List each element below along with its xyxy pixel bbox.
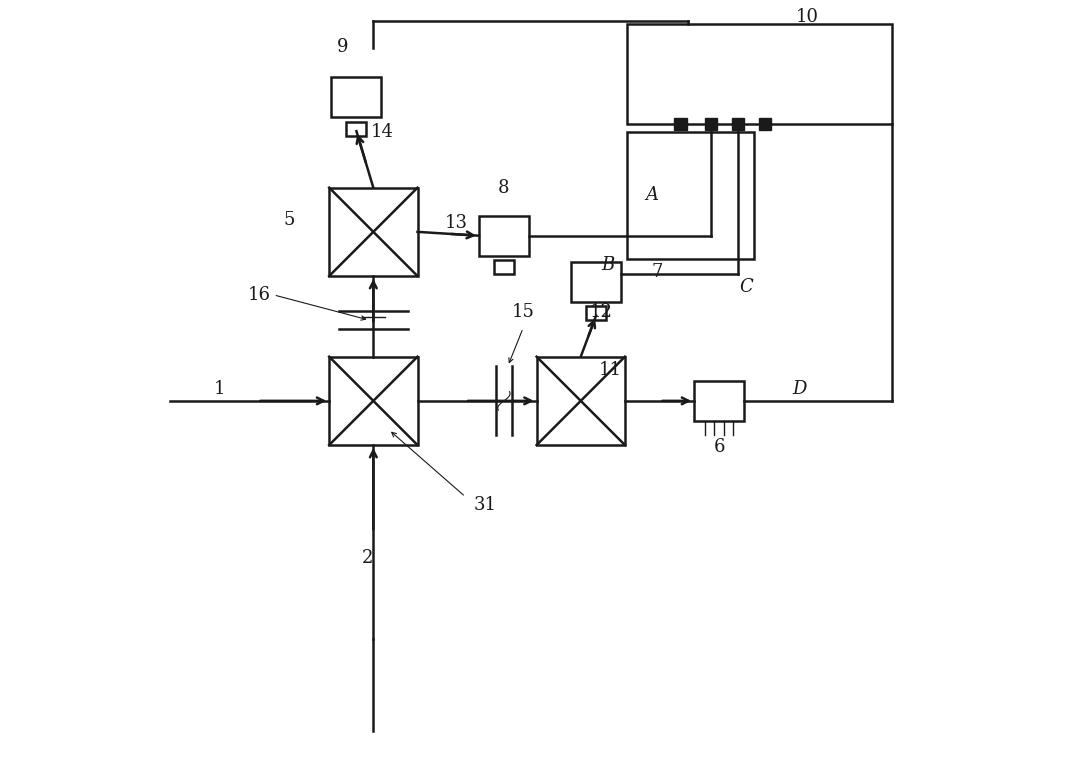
- Bar: [674, 118, 687, 130]
- Bar: [627, 132, 754, 259]
- Bar: [347, 122, 366, 136]
- Bar: [586, 306, 606, 320]
- Text: 2: 2: [362, 550, 374, 567]
- Text: A: A: [646, 186, 659, 204]
- Bar: [732, 118, 744, 130]
- Text: 7: 7: [652, 263, 663, 281]
- Bar: [705, 118, 717, 130]
- Bar: [479, 216, 529, 256]
- Text: 15: 15: [512, 303, 534, 321]
- Bar: [627, 25, 892, 124]
- Bar: [694, 381, 744, 421]
- Text: 6: 6: [713, 438, 725, 456]
- Bar: [571, 262, 621, 301]
- Bar: [759, 118, 771, 130]
- Text: C: C: [739, 278, 753, 296]
- Text: 12: 12: [590, 303, 613, 321]
- Text: B: B: [601, 256, 614, 274]
- Text: 16: 16: [248, 286, 271, 304]
- Text: 5: 5: [283, 211, 294, 229]
- Text: 1: 1: [214, 380, 225, 399]
- Text: 13: 13: [445, 214, 467, 231]
- Text: 8: 8: [499, 179, 509, 197]
- Bar: [332, 77, 381, 117]
- Text: 11: 11: [599, 361, 621, 379]
- Text: D: D: [793, 380, 807, 399]
- Text: 10: 10: [796, 8, 819, 25]
- Bar: [494, 261, 514, 274]
- Text: 31: 31: [473, 496, 496, 513]
- Text: 9: 9: [337, 39, 348, 56]
- Text: 14: 14: [370, 123, 393, 141]
